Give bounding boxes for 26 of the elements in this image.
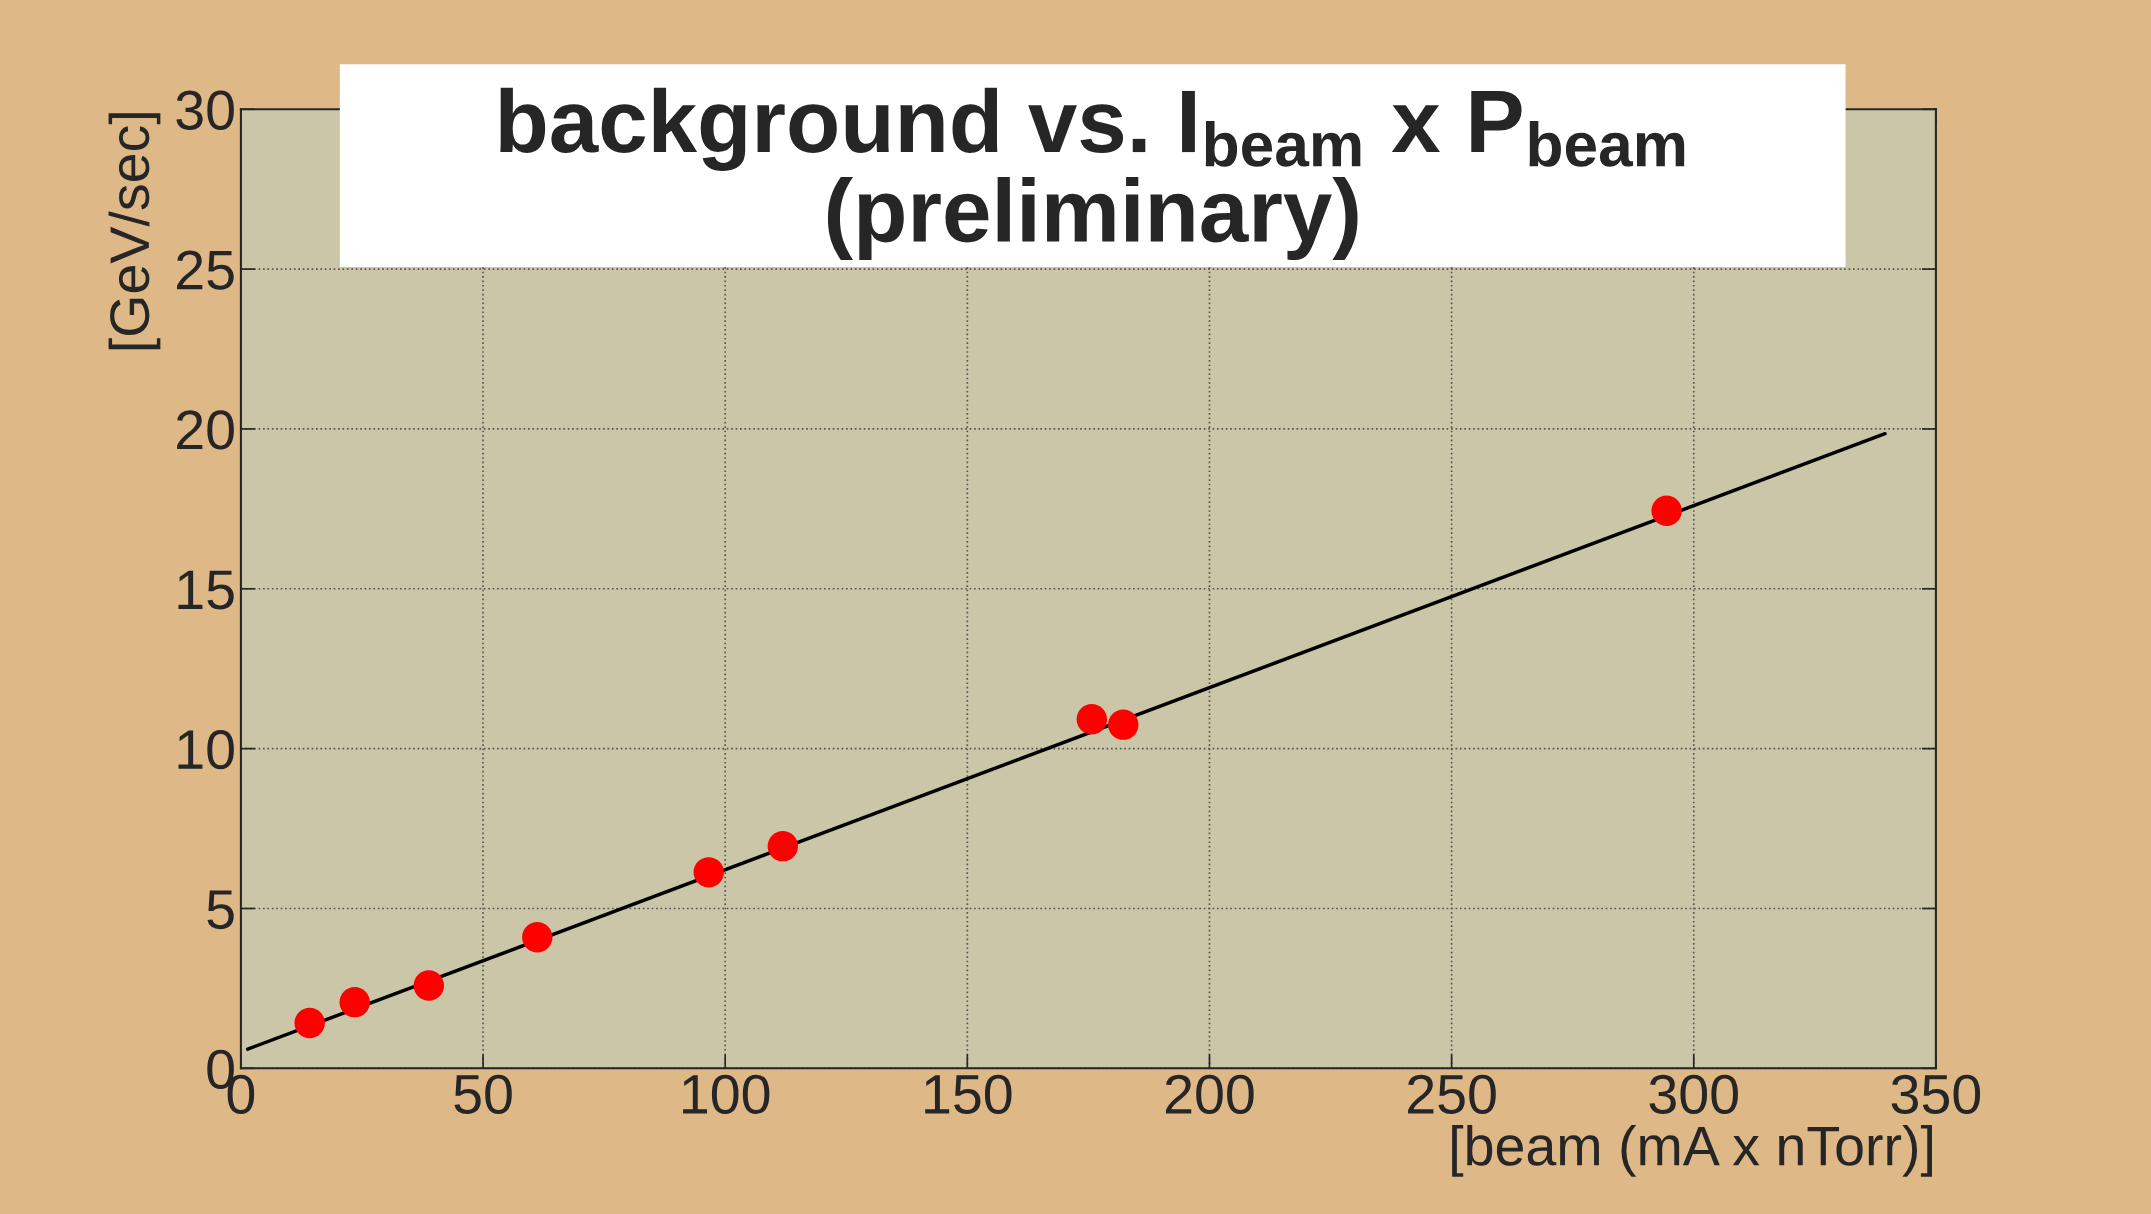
point [339, 986, 370, 1018]
x-tick-label: 100 [683, 1074, 770, 1114]
point [1651, 495, 1682, 526]
y-tick-label: 20 [177, 410, 234, 450]
x-tick-label: 350 [1891, 1074, 1981, 1114]
point [413, 970, 445, 1001]
point [1108, 709, 1139, 740]
x-tick-label: 200 [1165, 1074, 1254, 1114]
y-tick-label: 25 [177, 250, 234, 290]
point [767, 830, 799, 862]
y-tick-label: 15 [178, 570, 234, 610]
point [1076, 704, 1108, 735]
x-tick-label: 250 [1408, 1074, 1496, 1114]
x-tick-label: 150 [925, 1074, 1012, 1114]
x-tick-label: 50 [454, 1074, 512, 1114]
y-axis-title: [GeV/sec] [108, 113, 161, 350]
point [294, 1007, 325, 1039]
text: (preliminary) [827, 177, 1358, 260]
y-tick-label: 5 [207, 890, 234, 930]
y-tick-label: 30 [176, 90, 234, 130]
point [522, 922, 553, 953]
y-tick-label: 10 [178, 729, 234, 770]
point [693, 857, 724, 888]
x-axis-title: [beam (mA x nTorr)] [1452, 1124, 1932, 1177]
chart-title: background vs. I$_{beam}$ x P$_{beam}$ [500, 87, 1685, 171]
x-tick-label: 300 [1649, 1074, 1738, 1114]
